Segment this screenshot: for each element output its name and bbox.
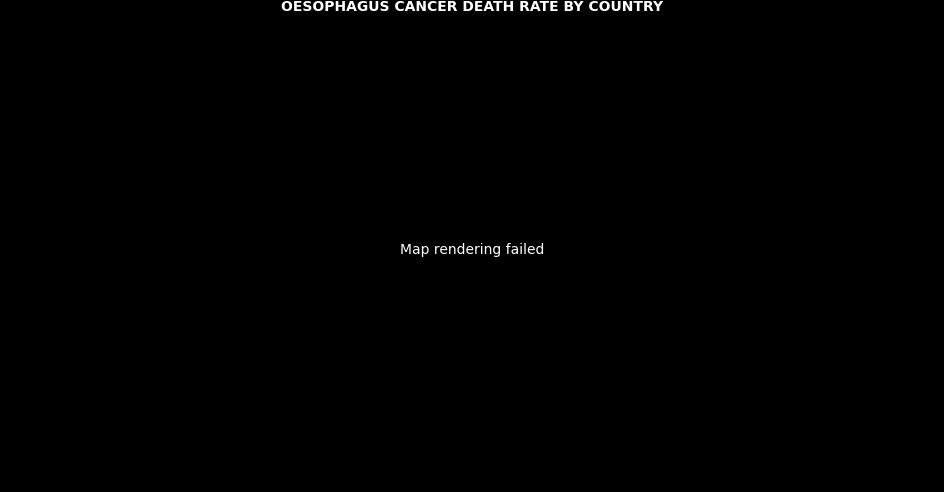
Title: OESOPHAGUS CANCER DEATH RATE BY COUNTRY: OESOPHAGUS CANCER DEATH RATE BY COUNTRY [281,0,663,14]
Text: Map rendering failed: Map rendering failed [400,244,544,257]
